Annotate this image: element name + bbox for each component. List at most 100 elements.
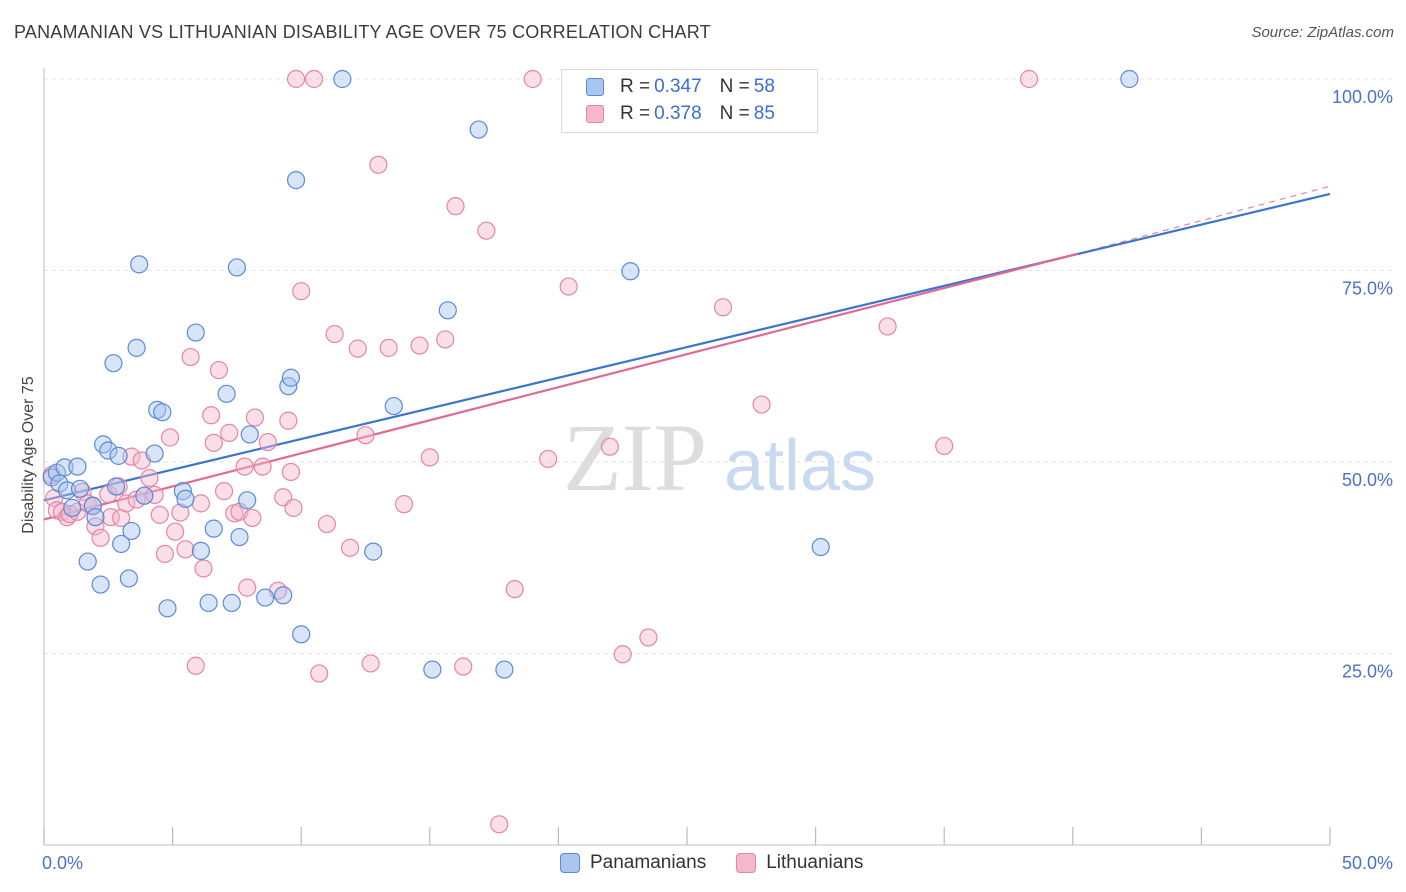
lithuanians-point-54 bbox=[325, 324, 344, 344]
panamanians-point-2 bbox=[50, 474, 69, 493]
lithuanians-legend-label: Lithuanians bbox=[766, 852, 864, 873]
panamanians-r-value: 0.347 bbox=[654, 76, 702, 97]
lithuanians-point-58 bbox=[361, 654, 380, 673]
lithuanians-point-62 bbox=[410, 336, 429, 355]
panamanians-point-49 bbox=[438, 301, 457, 320]
lithuanians-point-68 bbox=[490, 815, 509, 834]
lithuanians-point-24 bbox=[155, 544, 174, 564]
panamanians-point-44 bbox=[292, 625, 311, 644]
lithuanians-point-12 bbox=[99, 485, 118, 504]
panamanians-point-33 bbox=[217, 384, 236, 403]
panamanians-point-30 bbox=[191, 541, 210, 560]
y-tick-label-50: 50.0% bbox=[1342, 470, 1393, 490]
lithuanians-point-75 bbox=[639, 628, 658, 647]
lithuanians-trend-extension bbox=[1077, 185, 1331, 255]
panamanians-n-value: 58 bbox=[753, 76, 775, 97]
panamanians-point-31 bbox=[199, 593, 218, 613]
panamanians-point-51 bbox=[495, 660, 514, 679]
panamanians-point-50 bbox=[469, 120, 488, 139]
x-tick-label-0: 0.0% bbox=[42, 853, 83, 873]
lithuanians-point-80 bbox=[1019, 69, 1039, 89]
lithuanians-point-55 bbox=[340, 538, 360, 557]
lithuanians-point-49 bbox=[281, 462, 301, 482]
lithuanians-point-64 bbox=[436, 330, 455, 349]
lithuanians-point-66 bbox=[454, 657, 473, 676]
lithuanians-point-82 bbox=[304, 69, 324, 89]
lithuanians-point-36 bbox=[214, 482, 234, 501]
lithuanians-point-32 bbox=[194, 559, 213, 578]
panamanians-point-5 bbox=[63, 498, 82, 518]
panamanians-point-36 bbox=[230, 527, 249, 547]
lithuanians-point-65 bbox=[446, 197, 465, 216]
lithuanians-point-78 bbox=[878, 317, 897, 336]
lithuanians-n-value: 85 bbox=[753, 103, 775, 124]
panamanians-point-38 bbox=[240, 425, 259, 444]
lithuanians-points bbox=[42, 69, 1039, 834]
lithuanians-point-33 bbox=[202, 406, 221, 425]
lithuanians-point-44 bbox=[253, 457, 272, 476]
watermark-zip: ZIP bbox=[563, 404, 707, 511]
panamanians-point-45 bbox=[333, 69, 352, 89]
lithuanians-r-label: R = bbox=[620, 103, 651, 124]
lithuanians-point-35 bbox=[209, 360, 228, 380]
lithuanians-point-41 bbox=[238, 578, 257, 597]
stats-legend: R = 0.347 N = 58 R = 0.378 N = 85 bbox=[561, 69, 818, 133]
panamanians-point-48 bbox=[423, 660, 442, 679]
watermark: ZIP atlas bbox=[563, 404, 876, 511]
panamanians-swatch bbox=[586, 78, 604, 96]
lithuanians-point-63 bbox=[420, 448, 439, 467]
watermark-atlas: atlas bbox=[724, 426, 876, 506]
panamanians-point-7 bbox=[70, 479, 90, 498]
lithuanians-point-4 bbox=[58, 508, 77, 527]
panamanians-point-53 bbox=[811, 537, 830, 557]
panamanians-point-11 bbox=[91, 575, 110, 594]
lithuanians-point-50 bbox=[284, 498, 303, 518]
panamanians-point-10 bbox=[86, 508, 105, 527]
lithuanians-swatch bbox=[586, 105, 604, 123]
legend-item-lithuanians: Lithuanians bbox=[736, 852, 863, 874]
lithuanians-point-16 bbox=[117, 494, 136, 513]
lithuanians-point-71 bbox=[539, 449, 558, 469]
panamanians-point-40 bbox=[274, 586, 293, 605]
lithuanians-point-77 bbox=[752, 395, 771, 414]
lithuanians-point-73 bbox=[600, 437, 619, 456]
lithuanians-point-23 bbox=[150, 505, 169, 524]
y-tick-label-75: 75.0% bbox=[1342, 279, 1393, 299]
lithuanians-point-52 bbox=[310, 664, 329, 683]
panamanians-point-26 bbox=[158, 599, 177, 618]
panamanians-point-22 bbox=[135, 486, 154, 505]
panamanians-point-6 bbox=[68, 457, 87, 476]
chart-title: PANAMANIAN VS LITHUANIAN DISABILITY AGE … bbox=[14, 22, 711, 42]
lithuanians-point-76 bbox=[713, 298, 733, 317]
panamanians-legend-swatch bbox=[560, 853, 580, 873]
lithuanians-point-53 bbox=[317, 514, 337, 534]
lithuanians-point-60 bbox=[379, 338, 398, 357]
panamanians-point-28 bbox=[176, 489, 195, 508]
lithuanians-point-27 bbox=[171, 503, 190, 522]
panamanians-point-21 bbox=[130, 255, 149, 274]
tick-labels: 25.0% 50.0% 75.0% 100.0% 0.0% 50.0% bbox=[42, 87, 1393, 873]
lithuanians-point-37 bbox=[220, 423, 239, 442]
chart-source: Source: ZipAtlas.com bbox=[1251, 24, 1394, 41]
lithuanians-trend-line bbox=[43, 252, 1079, 521]
lithuanians-point-13 bbox=[101, 508, 120, 527]
legend-row-panamanians: R = 0.347 N = 58 bbox=[586, 74, 775, 100]
panamanians-r-label: R = bbox=[620, 76, 651, 97]
legend-item-panamanians: Panamanians bbox=[560, 852, 706, 874]
panamanians-point-19 bbox=[122, 521, 141, 541]
panamanians-point-23 bbox=[145, 444, 164, 463]
axes bbox=[43, 68, 1331, 846]
panamanians-point-37 bbox=[238, 491, 257, 510]
panamanians-n-label: N = bbox=[719, 76, 750, 97]
lithuanians-point-56 bbox=[348, 339, 367, 358]
panamanians-point-43 bbox=[286, 171, 306, 190]
lithuanians-point-48 bbox=[279, 411, 298, 430]
lithuanians-point-74 bbox=[613, 645, 632, 664]
panamanians-point-42 bbox=[281, 368, 301, 387]
lithuanians-point-42 bbox=[243, 508, 262, 528]
lithuanians-point-72 bbox=[559, 277, 578, 296]
series-legend: Panamanians Lithuanians bbox=[560, 852, 893, 874]
lithuanians-point-69 bbox=[505, 580, 524, 599]
lithuanians-r-value: 0.378 bbox=[654, 103, 702, 124]
panamanians-point-54 bbox=[1120, 69, 1139, 89]
